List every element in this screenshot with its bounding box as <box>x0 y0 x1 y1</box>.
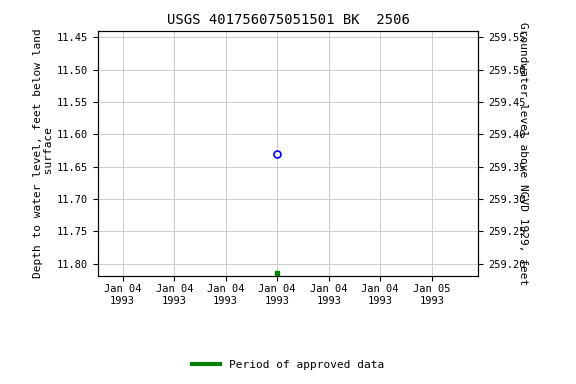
Title: USGS 401756075051501 BK  2506: USGS 401756075051501 BK 2506 <box>166 13 410 27</box>
Y-axis label: Depth to water level, feet below land
 surface: Depth to water level, feet below land su… <box>33 29 54 278</box>
Legend: Period of approved data: Period of approved data <box>188 356 388 375</box>
Y-axis label: Groundwater level above NGVD 1929, feet: Groundwater level above NGVD 1929, feet <box>518 22 528 285</box>
